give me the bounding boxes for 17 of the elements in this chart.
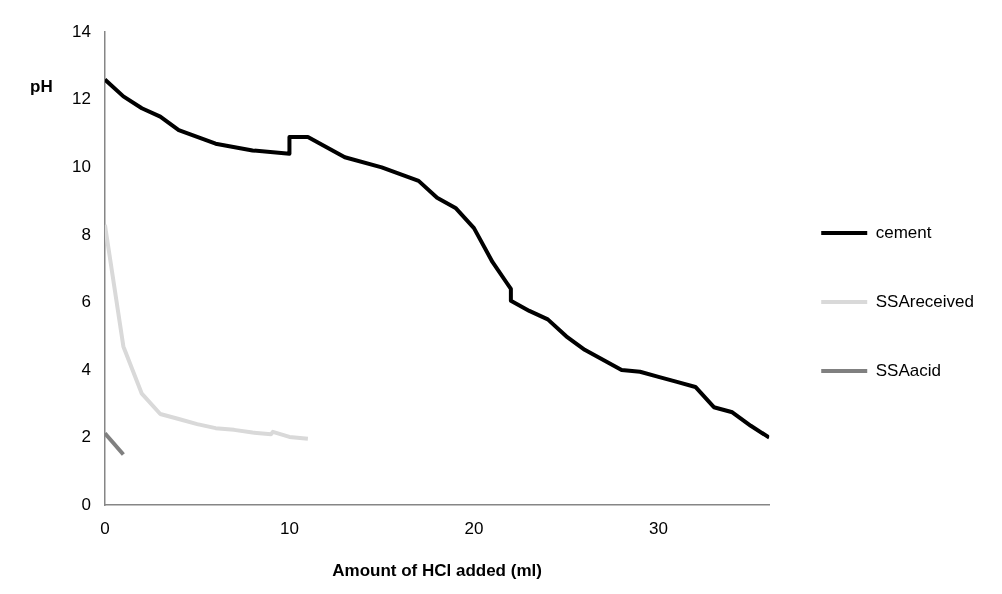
legend-label: cement: [875, 222, 932, 242]
x-tick-label: 20: [464, 519, 484, 539]
x-axis-title: Amount of HCl added (ml): [332, 561, 542, 581]
x-tick-label: 10: [279, 519, 299, 539]
y-tick-label: 2: [81, 427, 91, 447]
y-tick-label: 10: [71, 157, 91, 177]
x-tick-label: 0: [100, 519, 110, 539]
y-tick-label: 8: [81, 224, 91, 244]
y-tick-label: 0: [81, 494, 91, 514]
y-axis-title: pH: [30, 77, 53, 97]
y-tick-label: 6: [81, 292, 91, 312]
y-tick-label: 12: [71, 89, 91, 109]
y-tick-label: 14: [71, 21, 91, 41]
legend-label: SSAacid: [875, 360, 941, 380]
x-tick-label: 30: [649, 519, 668, 539]
y-tick-label: 4: [81, 359, 91, 379]
legend-label: SSAreceived: [875, 291, 975, 311]
